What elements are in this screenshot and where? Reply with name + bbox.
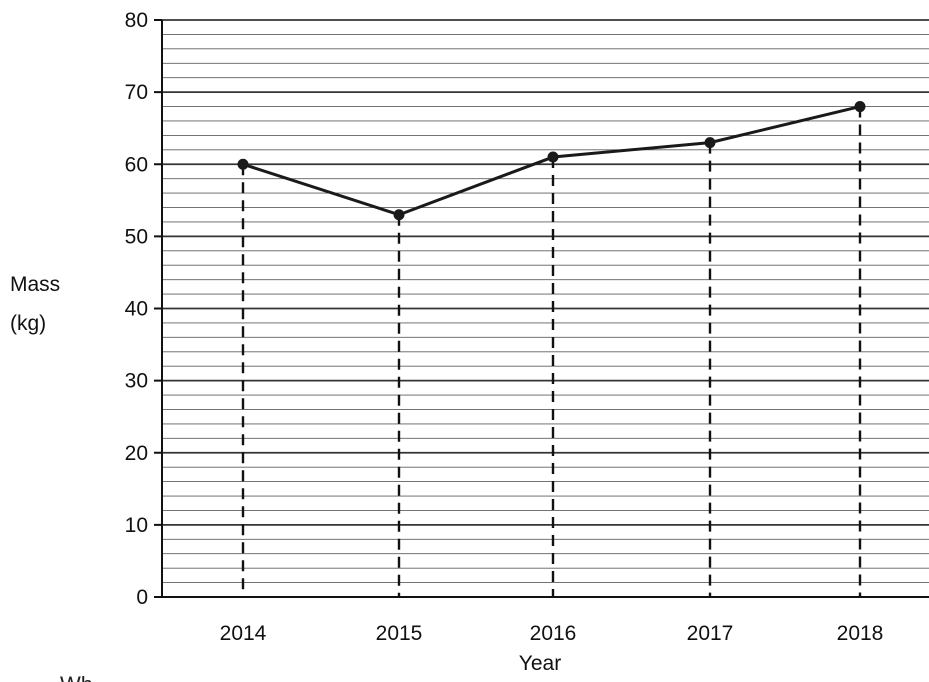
y-tick-label: 50 (125, 225, 148, 248)
y-tick-label: 0 (136, 586, 148, 609)
chart-axes (154, 19, 929, 598)
data-point (237, 158, 249, 170)
x-tick-label: 2016 (530, 622, 577, 645)
y-tick-label: 10 (125, 514, 148, 537)
x-tick-labels: 2014 2015 2016 2017 2018 (220, 622, 884, 645)
chart-grid (162, 19, 929, 584)
y-tick-label: 80 (125, 9, 148, 32)
data-point (547, 151, 559, 163)
x-tick-label: 2014 (220, 622, 267, 645)
x-tick-label: 2018 (837, 622, 884, 645)
data-point (393, 209, 405, 221)
x-axis-label: Year (519, 652, 561, 675)
drop-lines (241, 106, 862, 597)
y-tick-label: 60 (125, 153, 148, 176)
y-tick-label: 40 (125, 298, 148, 321)
y-tick-label: 30 (125, 370, 148, 393)
y-tick-label: 70 (125, 81, 148, 104)
y-axis-label-line-1: Mass (10, 273, 60, 296)
cropped-text: Wh (60, 672, 93, 682)
data-point (854, 101, 866, 113)
mass-series (237, 101, 866, 221)
y-tick-label: 20 (125, 442, 148, 465)
y-tick-labels: 0 10 20 30 40 50 60 70 80 (125, 9, 148, 609)
x-tick-label: 2017 (687, 622, 734, 645)
x-tick-label: 2015 (376, 622, 423, 645)
data-point (704, 137, 716, 149)
y-axis-label-line-2: (kg) (10, 312, 46, 335)
